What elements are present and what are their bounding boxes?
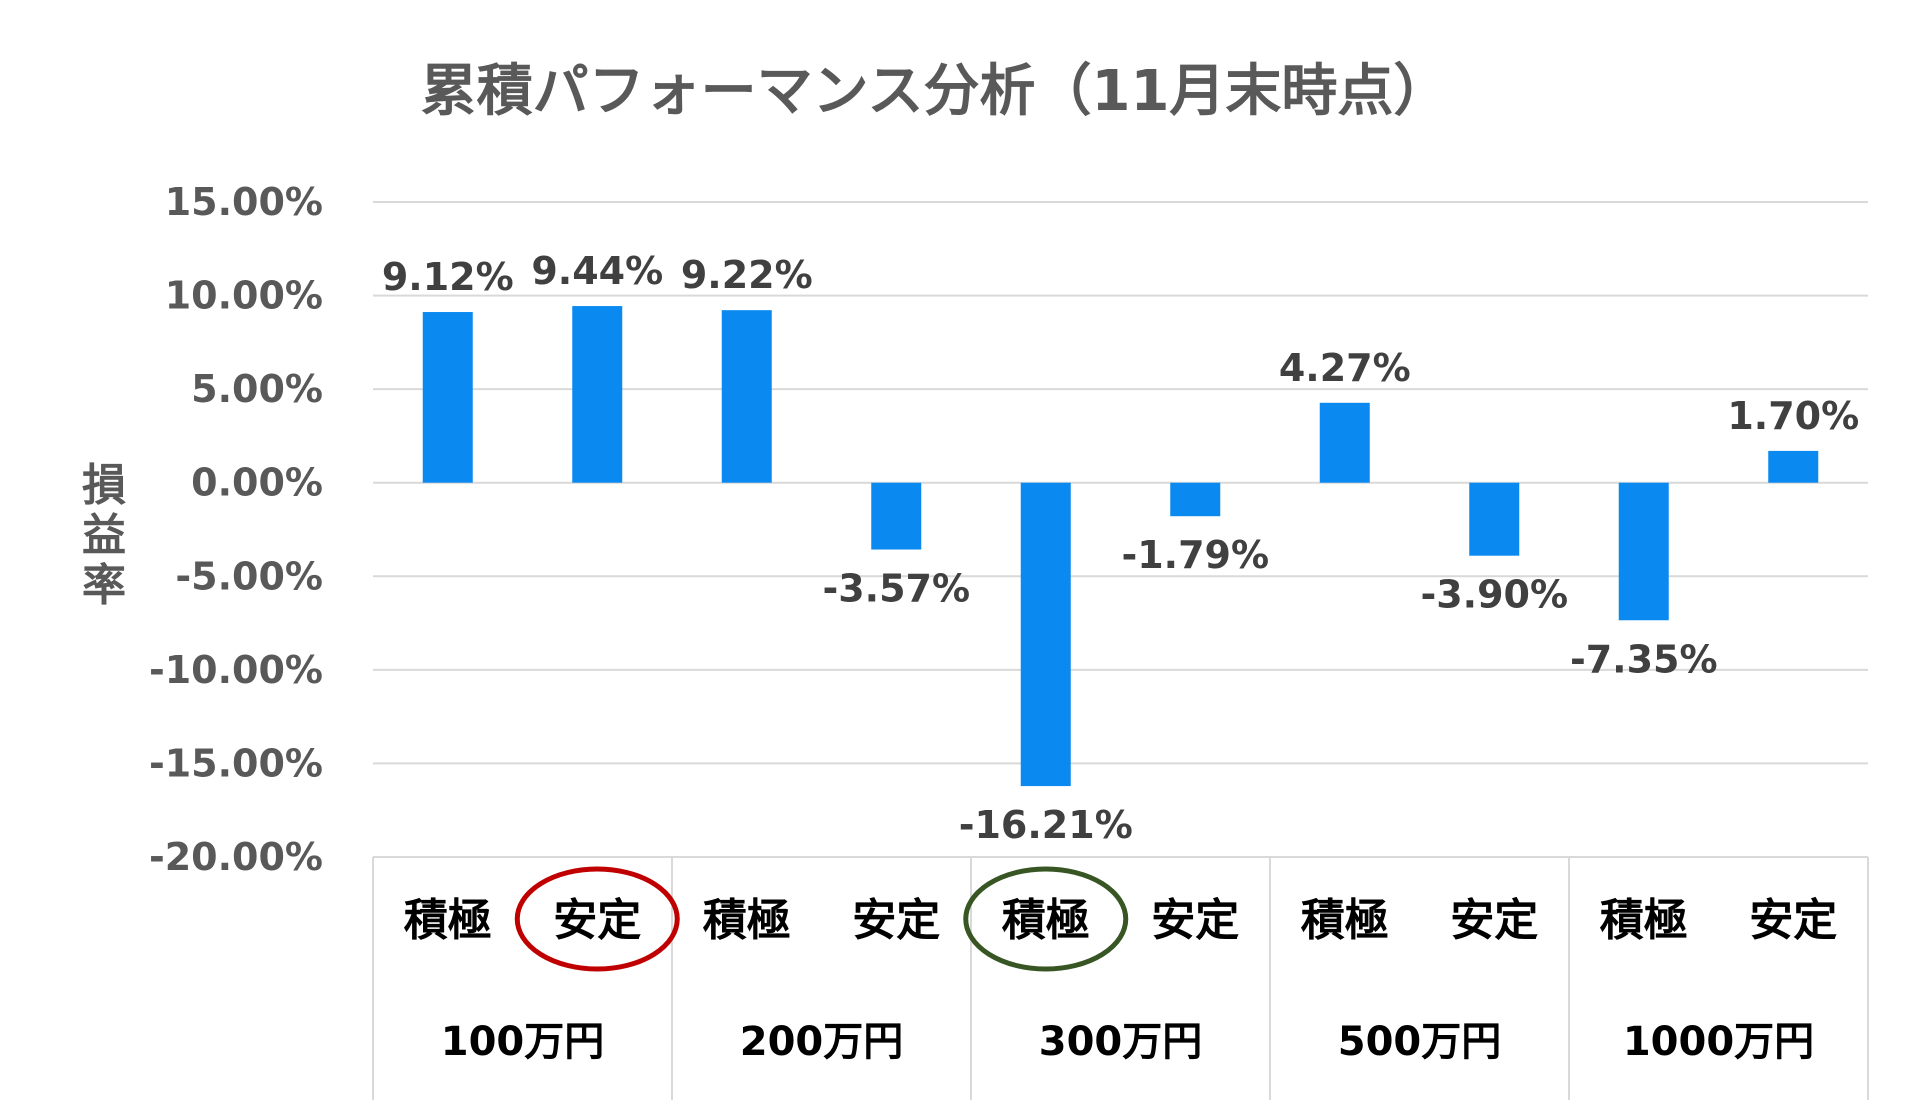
y-tick-label: 10.00% — [165, 274, 323, 318]
category-label: 積極 — [404, 895, 492, 946]
bar — [1768, 450, 1819, 483]
category-label: 安定 — [1450, 895, 1538, 946]
bars — [422, 306, 1819, 787]
data-labels: 9.12% 9.44% 9.22% -3.57% -16.21% -1.79% 4.27% -… — [382, 249, 1859, 847]
category-label: 安定 — [852, 895, 940, 946]
category-label: 安定 — [1749, 895, 1837, 946]
category-label: 安定 — [553, 895, 641, 946]
group-label: 100万円 — [441, 1019, 605, 1065]
data-label: -1.79% — [1121, 533, 1269, 577]
y-tick-label: -10.00% — [149, 648, 323, 692]
data-label: 9.12% — [382, 255, 514, 299]
y-axis-label: 損益率 — [82, 460, 126, 611]
bar — [1020, 482, 1071, 787]
y-tick-label: -15.00% — [149, 741, 323, 785]
group-label: 200万円 — [740, 1019, 904, 1065]
bar — [721, 310, 772, 483]
data-label: 4.27% — [1279, 346, 1411, 390]
y-axis-ticks: 15.00% 10.00% 5.00% 0.00% -5.00% -10.00% -15.0… — [149, 180, 323, 879]
bar — [1618, 482, 1669, 621]
bar — [422, 312, 473, 483]
bar — [1319, 402, 1370, 483]
data-label: -3.57% — [822, 567, 970, 611]
y-tick-label: 0.00% — [191, 461, 323, 505]
data-label: 1.70% — [1727, 394, 1859, 438]
bar — [572, 306, 623, 483]
category-label: 積極 — [1002, 895, 1090, 946]
group-label: 500万円 — [1338, 1019, 1502, 1065]
bar — [871, 482, 922, 550]
group-label: 300万円 — [1039, 1019, 1203, 1065]
y-tick-label: 5.00% — [191, 367, 323, 411]
data-label: -3.90% — [1420, 573, 1568, 617]
data-label: -16.21% — [959, 803, 1133, 847]
y-tick-label: -20.00% — [149, 835, 323, 879]
category-label: 積極 — [1301, 895, 1389, 946]
category-label: 積極 — [1600, 895, 1688, 946]
data-label: -7.35% — [1570, 637, 1718, 681]
y-tick-label: 15.00% — [165, 180, 323, 224]
highlight-circle — [963, 866, 1129, 972]
y-tick-label: -5.00% — [175, 554, 323, 598]
category-label: 積極 — [703, 895, 791, 946]
chart-title: 累積パフォーマンス分析（11月末時点） — [421, 59, 1450, 124]
data-label: 9.22% — [681, 253, 813, 297]
x-axis: 積極 安定 積極 安定 積極 安定 積極 安定 積極 安定 100万円 200万円 300万円 500万円… — [372, 857, 1869, 1100]
category-label: 安定 — [1151, 895, 1239, 946]
bar — [1469, 482, 1520, 556]
highlight-circle — [514, 866, 680, 972]
data-label: 9.44% — [531, 249, 663, 293]
group-label: 1000万円 — [1623, 1019, 1814, 1065]
bar — [1170, 482, 1221, 517]
